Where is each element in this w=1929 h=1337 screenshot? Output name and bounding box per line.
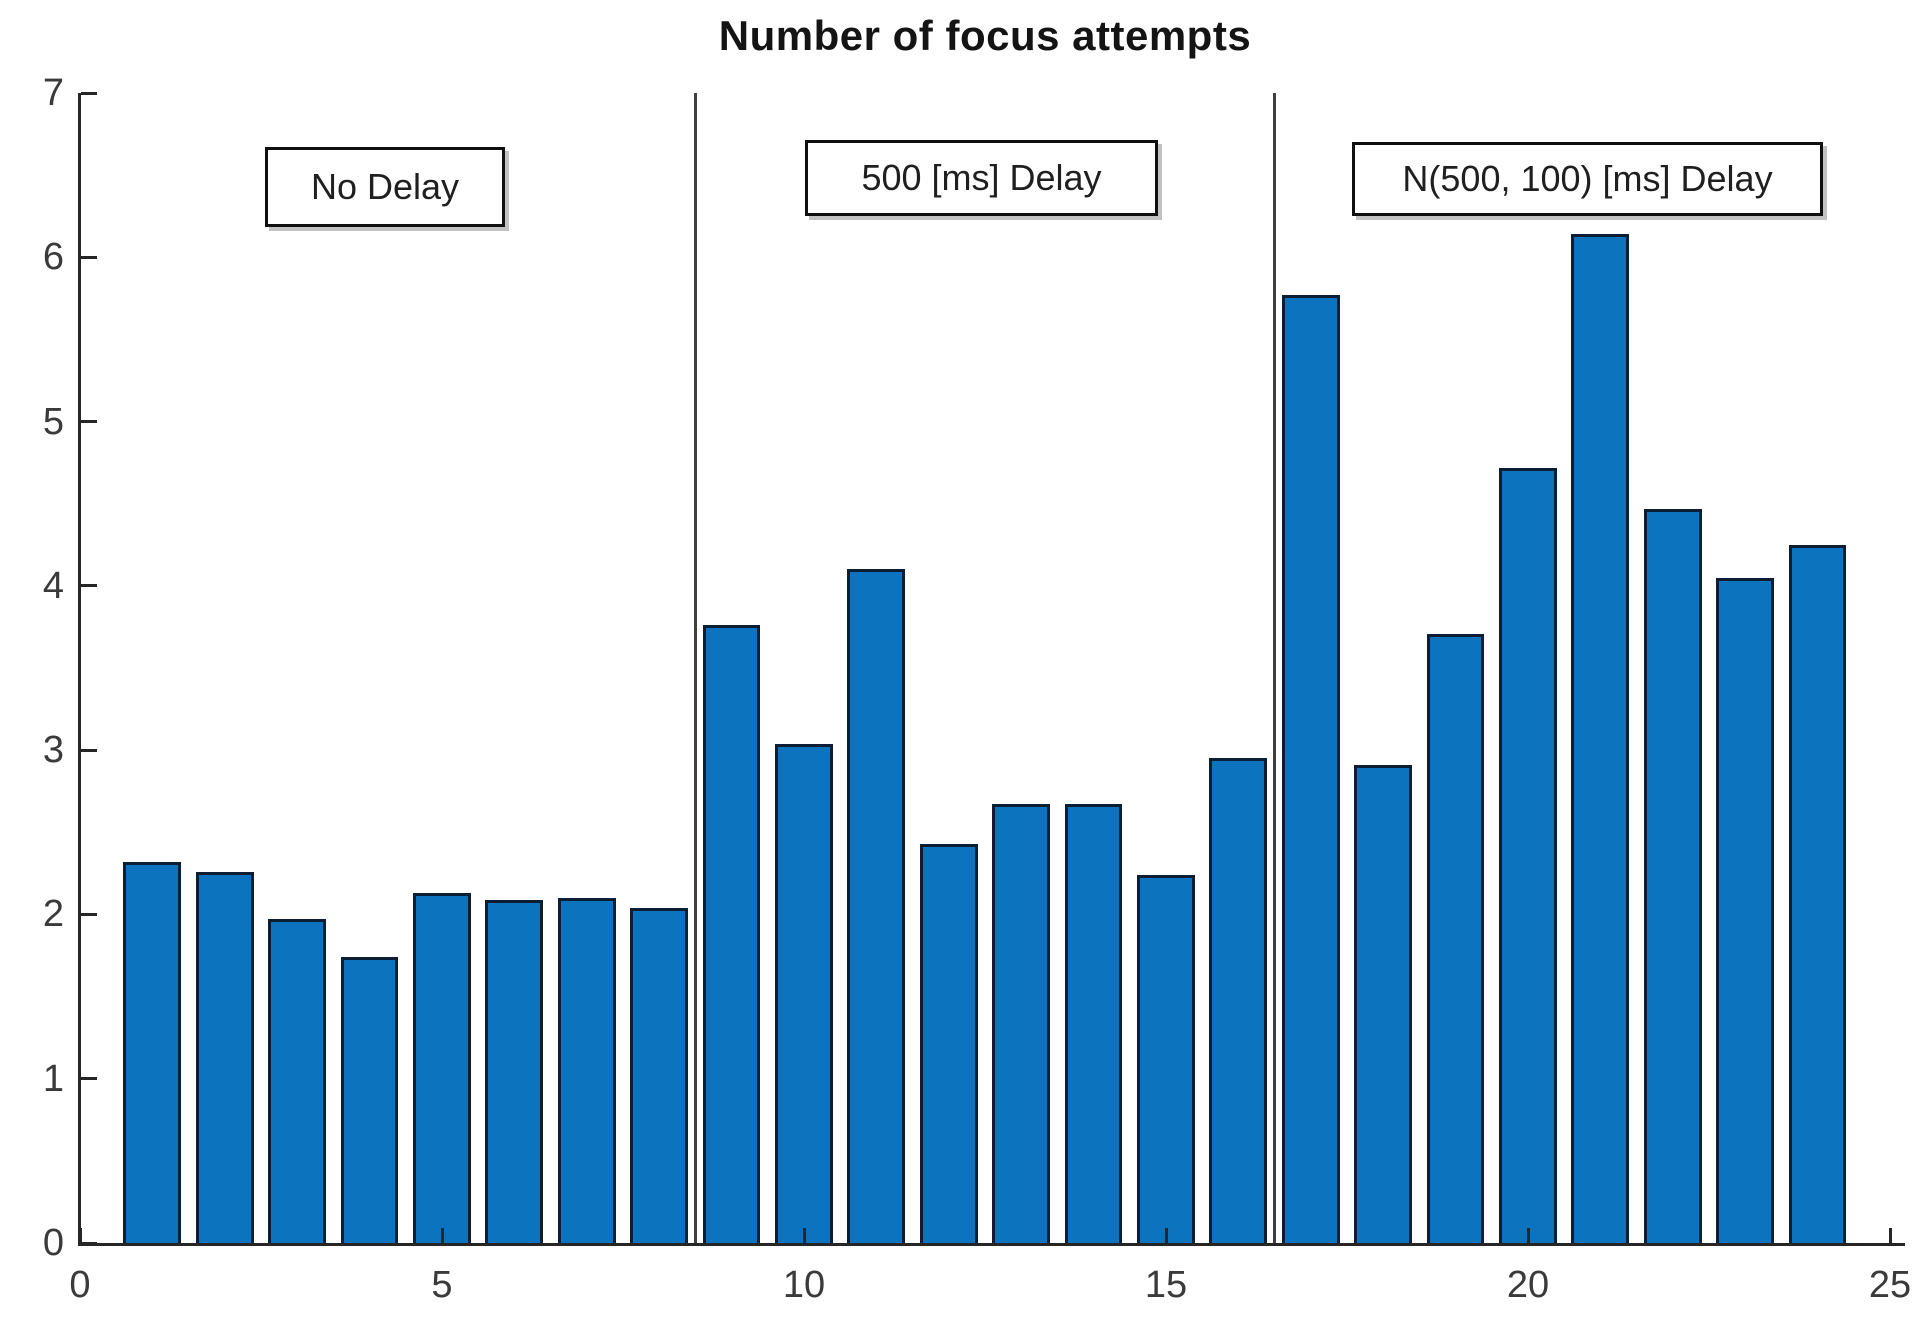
bar	[123, 861, 182, 1246]
bar	[630, 907, 689, 1246]
section-divider-line	[1273, 93, 1277, 1243]
x-axis-line	[78, 1243, 1905, 1246]
bar	[1137, 875, 1195, 1246]
bar	[1064, 804, 1123, 1246]
y-tick-label: 7	[42, 72, 64, 114]
bar	[1643, 508, 1702, 1246]
bar	[1788, 544, 1847, 1246]
bar	[413, 893, 471, 1246]
y-tick-mark	[81, 584, 97, 588]
bar	[195, 871, 254, 1246]
bar	[702, 625, 761, 1246]
x-tick-label: 5	[431, 1264, 453, 1306]
y-tick-label: 2	[42, 893, 64, 936]
x-tick-label: 20	[1506, 1264, 1550, 1306]
y-tick-mark	[81, 1241, 97, 1245]
y-axis-line	[78, 93, 81, 1246]
section-divider-line	[693, 93, 697, 1243]
x-tick-mark	[1888, 1228, 1892, 1244]
bar	[340, 957, 399, 1246]
y-tick-mark	[81, 91, 97, 95]
bar	[557, 898, 616, 1246]
x-tick-mark	[78, 1228, 82, 1244]
y-tick-label: 1	[42, 1057, 64, 1100]
y-tick-label: 6	[42, 236, 64, 279]
y-tick-label: 0	[42, 1222, 64, 1264]
x-tick-mark	[1164, 1228, 1168, 1244]
y-tick-mark	[81, 1077, 97, 1081]
group-annotation-box: N(500, 100) [ms] Delay	[1352, 142, 1823, 216]
y-tick-mark	[81, 255, 97, 259]
x-tick-label: 15	[1144, 1264, 1188, 1306]
x-tick-mark	[802, 1228, 806, 1244]
y-tick-label: 4	[42, 564, 64, 607]
y-tick-label: 5	[42, 400, 64, 443]
y-tick-mark	[81, 748, 97, 752]
group-annotation-box: No Delay	[265, 147, 505, 227]
group-annotation-box: 500 [ms] Delay	[805, 140, 1158, 216]
bar	[1426, 633, 1485, 1246]
bar	[1499, 467, 1557, 1246]
bar	[1716, 577, 1775, 1246]
bar	[919, 843, 978, 1246]
bar	[485, 899, 544, 1246]
x-tick-label: 0	[69, 1264, 91, 1306]
bar	[1209, 758, 1268, 1246]
chart-title: Number of focus attempts	[718, 12, 1252, 59]
bar	[1571, 234, 1630, 1246]
y-tick-mark	[81, 420, 97, 424]
x-tick-label: 25	[1868, 1264, 1912, 1306]
bar	[1281, 295, 1340, 1246]
y-tick-mark	[81, 912, 97, 916]
x-tick-mark	[1526, 1228, 1530, 1244]
bar	[775, 743, 833, 1246]
y-tick-label: 3	[42, 729, 64, 772]
x-tick-mark	[440, 1228, 444, 1244]
bar	[268, 919, 327, 1246]
bar	[1354, 764, 1413, 1246]
bar	[847, 569, 906, 1246]
bar	[992, 804, 1051, 1246]
x-tick-label: 10	[782, 1264, 826, 1306]
